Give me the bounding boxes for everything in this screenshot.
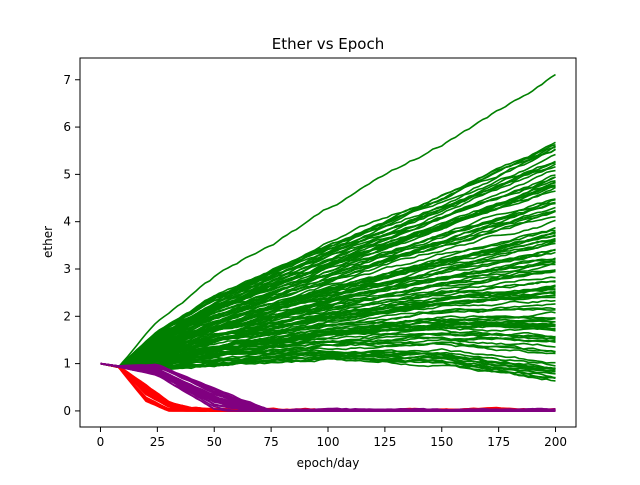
- series-line-green: [100, 185, 556, 368]
- series-line-green: [100, 351, 556, 370]
- x-tick-label: 200: [544, 435, 567, 449]
- series-line-green: [100, 287, 556, 369]
- x-tick-label: 150: [430, 435, 453, 449]
- y-tick-label: 6: [63, 120, 71, 134]
- x-ticks: 0 25 50 75 100 125 150 175 200: [97, 427, 567, 449]
- y-tick-label: 4: [63, 215, 71, 229]
- series-line-green: [100, 73, 556, 368]
- y-tick-label: 2: [63, 309, 71, 323]
- x-tick-label: 50: [207, 435, 222, 449]
- series-line-green: [100, 338, 556, 369]
- series-line-green: [100, 335, 556, 369]
- series-line-green: [100, 336, 556, 369]
- series-lines: [100, 73, 556, 412]
- x-tick-label: 25: [150, 435, 165, 449]
- series-line-green: [100, 146, 556, 368]
- series-line-green: [100, 296, 556, 369]
- series-line-green: [100, 231, 556, 368]
- y-axis-label: ether: [41, 226, 55, 258]
- series-line-green: [100, 198, 556, 368]
- series-line-green: [100, 311, 556, 369]
- series-line-green: [100, 258, 556, 368]
- y-tick-label: 0: [63, 404, 71, 418]
- y-ticks: 0 1 2 3 4 5 6 7: [63, 73, 80, 418]
- series-line-green: [100, 181, 556, 368]
- series-line-green: [100, 239, 556, 368]
- series-line-purple: [100, 362, 556, 412]
- y-tick-label: 3: [63, 262, 71, 276]
- y-tick-label: 1: [63, 357, 71, 371]
- x-tick-label: 0: [97, 435, 105, 449]
- chart-title: Ether vs Epoch: [272, 35, 384, 53]
- series-line-green: [100, 269, 556, 369]
- series-line-green: [100, 260, 556, 369]
- y-tick-label: 7: [63, 73, 71, 87]
- x-tick-label: 75: [263, 435, 278, 449]
- x-tick-label: 125: [373, 435, 396, 449]
- x-axis-label: epoch/day: [297, 456, 360, 470]
- series-line-green: [100, 210, 556, 368]
- y-tick-label: 5: [63, 167, 71, 181]
- series-line-green: [100, 161, 556, 368]
- series-line-green: [100, 322, 556, 369]
- x-tick-label: 175: [487, 435, 510, 449]
- x-tick-label: 100: [317, 435, 340, 449]
- series-line-green: [100, 276, 556, 369]
